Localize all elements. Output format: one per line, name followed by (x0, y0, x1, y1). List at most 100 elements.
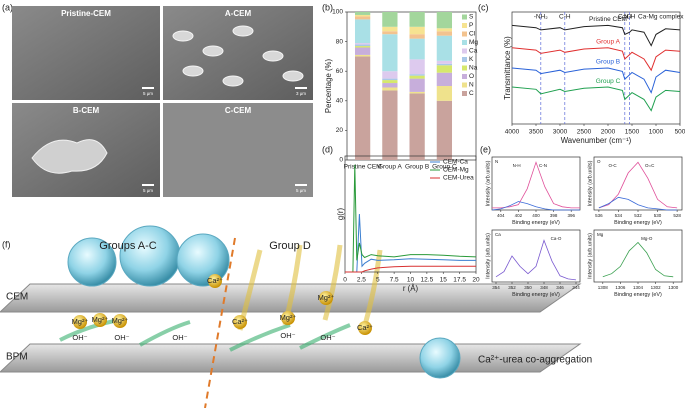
bar-segment (354, 56, 371, 160)
group-label: Groups A-C (99, 240, 157, 252)
particle (222, 75, 244, 87)
chart-title: O (597, 159, 601, 164)
line-series (602, 241, 674, 278)
plot-frame (593, 156, 683, 211)
chart-title: Mg (597, 232, 604, 237)
ion (113, 314, 127, 328)
x-tick-label: 15 (440, 277, 448, 284)
scale-label: 3 μm (296, 91, 306, 96)
sem-label: A-CEM (225, 9, 252, 18)
line-series (345, 164, 477, 273)
annotation: C-N (539, 163, 547, 168)
bar-segment (382, 31, 398, 35)
bar-segment (409, 91, 425, 94)
chart-title: Ca (495, 232, 501, 237)
bar-segment (354, 54, 371, 57)
arrow (139, 320, 191, 347)
x-tick-label: 2000 (601, 129, 616, 136)
ion-label: Ca²⁺ (357, 323, 373, 332)
chart: Mg 1308 1306 1304 1302 1300 Binding energy (eV… (587, 229, 683, 298)
x-tick-label: 536 (595, 213, 603, 218)
ion-label: Mg²⁺ (318, 293, 335, 302)
plot-frame (491, 156, 581, 211)
bar-segment (409, 93, 425, 160)
ion (208, 274, 222, 288)
ion-label: Mg²⁺ (72, 317, 89, 326)
layer-label: BPM (6, 352, 28, 363)
legend-label: CEM-Urea (443, 175, 474, 182)
x-tick-label: 12.5 (421, 277, 434, 284)
x-tick-label: 10 (407, 277, 415, 284)
line-series (345, 213, 476, 273)
aggregate (176, 233, 230, 287)
panel-label: (a) (2, 2, 13, 12)
sem-label: B-CEM (73, 106, 100, 115)
bar-segment (354, 46, 371, 48)
aggregate (67, 237, 117, 287)
bar-segment (354, 43, 371, 45)
sem-label: C-CEM (225, 106, 252, 115)
y-tick-label: 60 (336, 68, 344, 75)
ion (281, 311, 295, 325)
x-tick-label: 534 (615, 213, 623, 218)
x-tick-label: 3000 (553, 129, 568, 136)
y-axis-label: Transmittance (%) (503, 36, 512, 100)
legend-swatch (462, 91, 467, 96)
legend-label: S (469, 14, 474, 21)
bar-segment (354, 16, 371, 20)
panel-label: (f) (2, 239, 11, 249)
x-tick-label: 344 (572, 285, 580, 290)
y-tick-label: 0 (339, 157, 343, 164)
legend-swatch (462, 74, 467, 79)
annotation: C-H (559, 14, 571, 21)
particle (262, 50, 284, 62)
series-label: Group A (596, 39, 621, 46)
legend-swatch (462, 14, 467, 20)
annotation: C=O (618, 14, 632, 21)
bar-segment (409, 78, 425, 92)
x-tick-label: 400 (532, 213, 540, 218)
x-tick-label: Group C (432, 164, 457, 171)
line-series (511, 86, 681, 112)
bar-segment (436, 100, 453, 160)
x-tick-label: 398 (550, 213, 558, 218)
y-axis-label: Intensity (arb.units) (587, 160, 593, 206)
legend-label: N (469, 82, 474, 89)
bar-segment (382, 83, 398, 88)
plot-frame (491, 229, 581, 283)
x-tick-label: 3500 (529, 129, 544, 136)
y-axis-label: Percentage (%) (324, 59, 333, 114)
x-tick-label: 1308 (598, 285, 609, 290)
annotation: O-C (608, 163, 617, 168)
sem-image (163, 103, 313, 197)
x-axis-label: Binding energy (eV) (512, 292, 560, 298)
trajectory (362, 249, 383, 326)
x-tick-label: 5 (376, 277, 380, 284)
x-tick-label: 1306 (615, 285, 626, 290)
x-tick-label: 7.5 (390, 277, 399, 284)
bar-segment (409, 59, 425, 75)
x-axis-label: Binding energy (eV) (512, 220, 560, 226)
bar-segment (382, 90, 398, 160)
bar-segment (436, 28, 453, 32)
x-tick-label: Group B (405, 164, 429, 171)
legend-label: K (469, 56, 474, 63)
annotation: O=C (645, 163, 655, 168)
line-series (491, 201, 580, 211)
particle (182, 65, 204, 77)
x-axis-label: Binding energy (eV) (614, 292, 662, 298)
bar-segment (436, 65, 453, 73)
x-tick-label: 530 (654, 213, 662, 218)
divider (204, 237, 236, 408)
scale-bar (295, 184, 307, 186)
x-tick-label: 1300 (668, 285, 679, 290)
sem-image (12, 6, 160, 100)
annotation: N-H (513, 163, 521, 168)
line-series (598, 196, 678, 211)
y-axis-label: Intensity (arb.units) (485, 233, 491, 279)
panel-label: (c) (478, 2, 489, 12)
particle (31, 139, 108, 174)
y-tick-label: 100 (332, 9, 343, 16)
